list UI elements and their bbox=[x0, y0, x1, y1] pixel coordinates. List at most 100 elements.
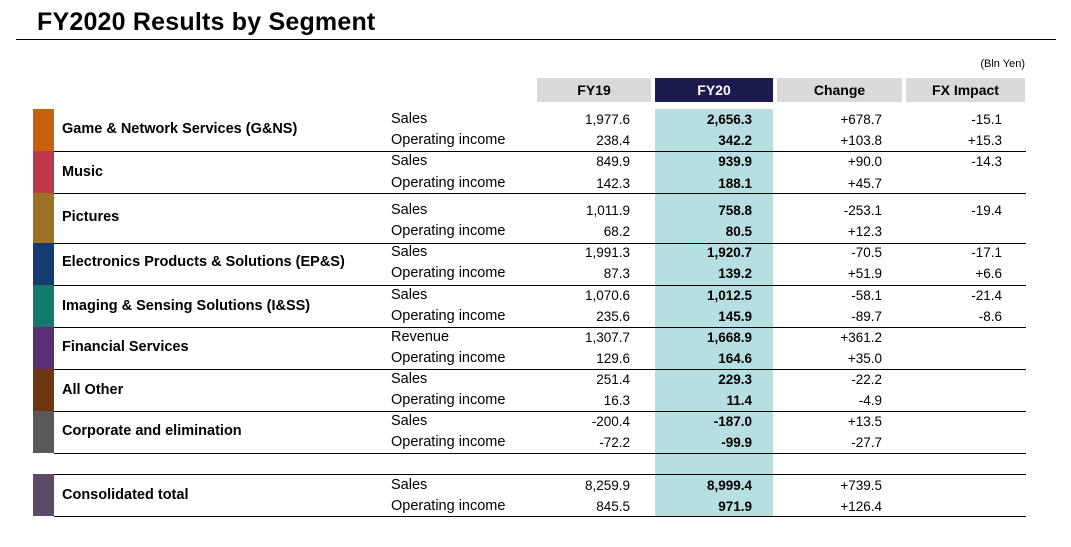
header-fy19: FY19 bbox=[537, 78, 651, 102]
header-fy20: FY20 bbox=[655, 78, 773, 102]
segment-color-swatch bbox=[33, 285, 54, 327]
segment-name: Electronics Products & Solutions (EP&S) bbox=[62, 254, 345, 270]
segment-name: Imaging & Sensing Solutions (I&SS) bbox=[62, 298, 311, 314]
row-divider bbox=[54, 151, 1026, 152]
value-fy20: 145.9 bbox=[718, 309, 752, 324]
value-fy19: 129.6 bbox=[596, 351, 630, 366]
value-fx-impact: +15.3 bbox=[967, 133, 1002, 148]
value-fx-impact: -21.4 bbox=[971, 288, 1002, 303]
segment-color-swatch bbox=[33, 243, 54, 285]
value-change: +90.0 bbox=[847, 154, 882, 169]
value-fx-impact: -14.3 bbox=[971, 154, 1002, 169]
value-fy20: 2,656.3 bbox=[706, 112, 752, 127]
value-fy20: 164.6 bbox=[718, 351, 752, 366]
metric-label: Operating income bbox=[391, 434, 506, 450]
metric-label: Operating income bbox=[391, 498, 506, 514]
metric-label: Sales bbox=[391, 413, 428, 429]
segment-name: Music bbox=[62, 164, 104, 180]
value-fx-impact: -8.6 bbox=[978, 309, 1002, 324]
value-change: -70.5 bbox=[851, 245, 882, 260]
value-change: +12.3 bbox=[847, 224, 882, 239]
segment-name: Pictures bbox=[62, 209, 120, 225]
metric-label: Sales bbox=[391, 244, 428, 260]
row-divider bbox=[54, 369, 1026, 370]
segment-name: Corporate and elimination bbox=[62, 423, 242, 439]
value-fy20: 188.1 bbox=[718, 176, 752, 191]
value-change: -58.1 bbox=[851, 288, 882, 303]
unit-label: (Bln Yen) bbox=[980, 58, 1025, 70]
value-fx-impact: -19.4 bbox=[971, 203, 1002, 218]
value-fy19: 87.3 bbox=[603, 266, 630, 281]
value-change: +45.7 bbox=[847, 176, 882, 191]
segment-color-swatch bbox=[33, 109, 54, 151]
metric-label: Operating income bbox=[391, 350, 506, 366]
value-fy20: 8,999.4 bbox=[706, 478, 752, 493]
segment-name: Financial Services bbox=[62, 339, 189, 355]
metric-label: Sales bbox=[391, 477, 428, 493]
segment-color-swatch bbox=[33, 411, 54, 453]
metric-label: Operating income bbox=[391, 132, 506, 148]
page-title: FY2020 Results by Segment bbox=[37, 8, 376, 36]
metric-label: Sales bbox=[391, 202, 428, 218]
metric-label: Sales bbox=[391, 111, 428, 127]
value-fy19: 1,991.3 bbox=[584, 245, 630, 260]
value-fy20: 139.2 bbox=[718, 266, 752, 281]
value-fy19: 1,977.6 bbox=[584, 112, 630, 127]
header-change: Change bbox=[777, 78, 902, 102]
segment-color-swatch bbox=[33, 474, 54, 516]
value-change: -89.7 bbox=[851, 309, 882, 324]
value-change: +13.5 bbox=[847, 414, 882, 429]
value-change: +51.9 bbox=[847, 266, 882, 281]
value-fy20: -187.0 bbox=[713, 414, 752, 429]
segment-name: Game & Network Services (G&NS) bbox=[62, 121, 298, 137]
segment-name: Consolidated total bbox=[62, 487, 189, 503]
value-fy20: 80.5 bbox=[725, 224, 752, 239]
segment-color-swatch bbox=[33, 151, 54, 193]
value-change: +35.0 bbox=[847, 351, 882, 366]
segment-color-swatch bbox=[33, 193, 54, 243]
fy20-highlight-column bbox=[655, 109, 773, 517]
row-divider bbox=[54, 285, 1026, 286]
value-change: +126.4 bbox=[840, 499, 882, 514]
metric-label: Operating income bbox=[391, 265, 506, 281]
value-change: -4.9 bbox=[858, 393, 882, 408]
value-fy19: 845.5 bbox=[596, 499, 630, 514]
value-change: +361.2 bbox=[840, 330, 882, 345]
row-divider bbox=[54, 243, 1026, 244]
value-change: +678.7 bbox=[840, 112, 882, 127]
metric-label: Sales bbox=[391, 287, 428, 303]
value-fx-impact: +6.6 bbox=[975, 266, 1002, 281]
row-divider bbox=[54, 411, 1026, 412]
value-fy19: -72.2 bbox=[599, 435, 630, 450]
title-divider bbox=[16, 39, 1056, 40]
value-fy20: 342.2 bbox=[718, 133, 752, 148]
metric-label: Operating income bbox=[391, 175, 506, 191]
metric-label: Operating income bbox=[391, 392, 506, 408]
metric-label: Revenue bbox=[391, 329, 450, 345]
row-divider bbox=[54, 193, 1026, 194]
value-change: +103.8 bbox=[840, 133, 882, 148]
header-fx-impact: FX Impact bbox=[906, 78, 1025, 102]
value-fy19: 849.9 bbox=[596, 154, 630, 169]
value-fy20: 1,920.7 bbox=[706, 245, 752, 260]
value-change: +739.5 bbox=[840, 478, 882, 493]
value-fy19: 251.4 bbox=[596, 372, 630, 387]
value-fy19: -200.4 bbox=[591, 414, 630, 429]
value-fy19: 1,307.7 bbox=[584, 330, 630, 345]
segment-name: All Other bbox=[62, 382, 124, 398]
value-fx-impact: -17.1 bbox=[971, 245, 1002, 260]
value-fy20: 11.4 bbox=[726, 393, 752, 408]
row-divider bbox=[54, 516, 1026, 517]
row-divider bbox=[54, 453, 1026, 454]
value-fy20: 758.8 bbox=[718, 203, 752, 218]
metric-label: Operating income bbox=[391, 308, 506, 324]
value-fy20: 939.9 bbox=[718, 154, 752, 169]
row-divider bbox=[54, 474, 1026, 475]
value-fy19: 238.4 bbox=[596, 133, 630, 148]
value-fy19: 1,011.9 bbox=[585, 203, 630, 218]
value-fy20: 971.9 bbox=[718, 499, 752, 514]
value-fy19: 235.6 bbox=[596, 309, 630, 324]
value-change: -22.2 bbox=[851, 372, 882, 387]
value-fy20: 1,012.5 bbox=[706, 288, 752, 303]
value-fy19: 16.3 bbox=[603, 393, 630, 408]
